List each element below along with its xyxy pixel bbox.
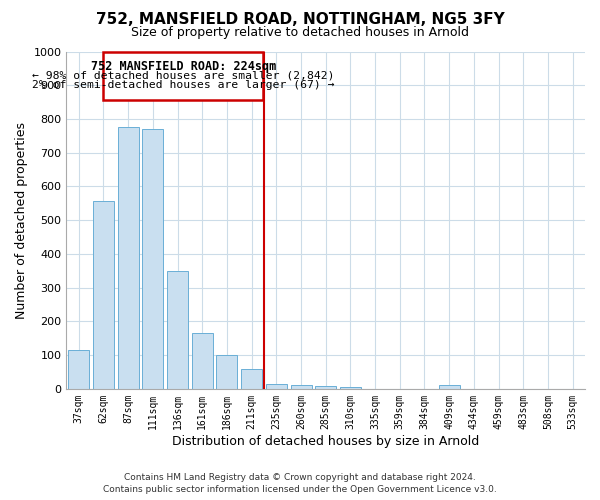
Bar	[167, 272, 188, 389]
Bar	[315, 386, 336, 389]
Bar	[241, 370, 262, 389]
X-axis label: Distribution of detached houses by size in Arnold: Distribution of detached houses by size …	[172, 434, 479, 448]
Y-axis label: Number of detached properties: Number of detached properties	[15, 122, 28, 318]
Text: Size of property relative to detached houses in Arnold: Size of property relative to detached ho…	[131, 26, 469, 39]
Bar	[439, 385, 460, 389]
Bar	[118, 128, 139, 389]
Bar	[266, 384, 287, 389]
Bar	[142, 129, 163, 389]
Text: 752, MANSFIELD ROAD, NOTTINGHAM, NG5 3FY: 752, MANSFIELD ROAD, NOTTINGHAM, NG5 3FY	[95, 12, 505, 28]
Bar	[217, 355, 238, 389]
Text: 752 MANSFIELD ROAD: 224sqm: 752 MANSFIELD ROAD: 224sqm	[91, 60, 276, 73]
Text: Contains HM Land Registry data © Crown copyright and database right 2024.
Contai: Contains HM Land Registry data © Crown c…	[103, 473, 497, 494]
Bar	[192, 333, 213, 389]
Bar	[93, 200, 114, 389]
Bar	[290, 385, 311, 389]
Text: 2% of semi-detached houses are larger (67) →: 2% of semi-detached houses are larger (6…	[32, 80, 335, 90]
Bar	[68, 350, 89, 389]
FancyBboxPatch shape	[103, 52, 263, 100]
Text: ← 98% of detached houses are smaller (2,842): ← 98% of detached houses are smaller (2,…	[32, 70, 335, 80]
Bar	[340, 387, 361, 389]
